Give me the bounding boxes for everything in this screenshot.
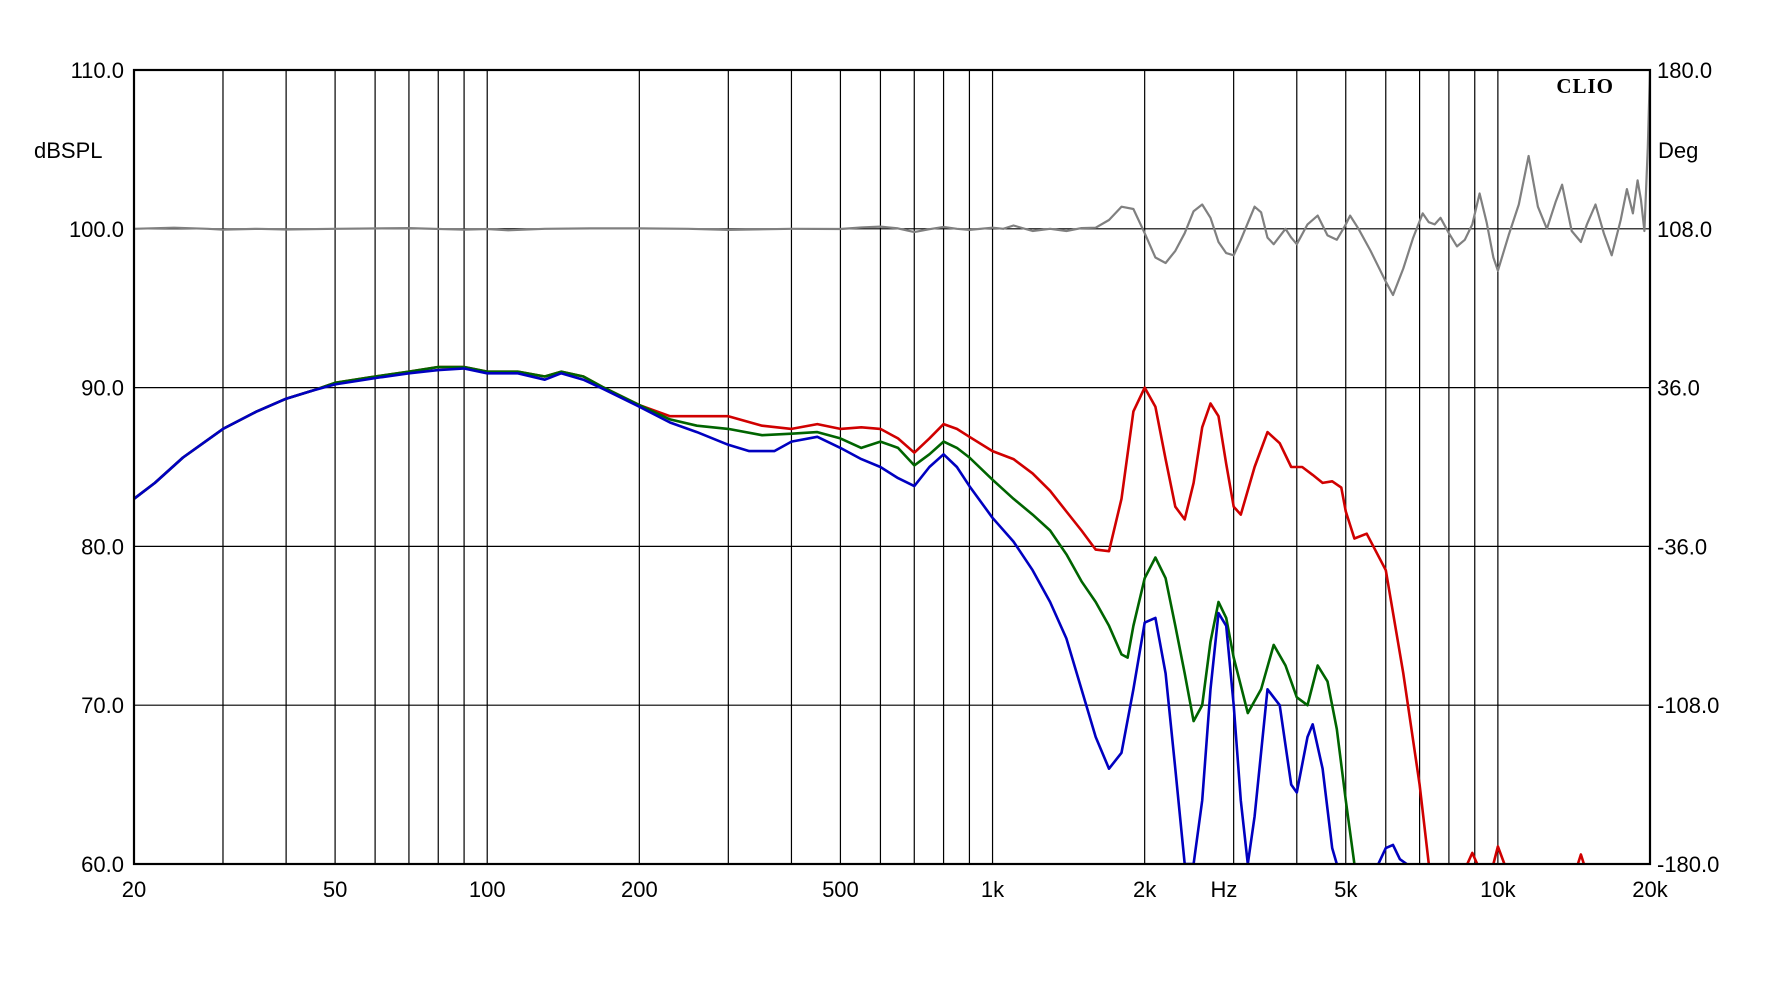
- y-axis-right-label: Deg: [1658, 138, 1698, 163]
- x-tick-label: 20: [122, 877, 146, 902]
- left-axis-ticks: 60.0 70.0 80.0 90.0 100.0 110.0: [69, 58, 124, 877]
- x-tick-label: 10k: [1480, 877, 1516, 902]
- phase-trace: [134, 70, 1650, 297]
- spl-trace: [134, 367, 1339, 864]
- spl-trace: [1466, 851, 1479, 864]
- y-right-tick-label: -180.0: [1657, 852, 1719, 877]
- y-left-tick-label: 110.0: [71, 58, 124, 83]
- spl-trace: [1492, 845, 1506, 864]
- y-right-tick-label: -108.0: [1657, 693, 1719, 718]
- x-tick-label: 200: [621, 877, 658, 902]
- x-tick-label: 5k: [1334, 877, 1358, 902]
- clio-brand-label: CLIO: [1556, 74, 1614, 98]
- x-axis-unit-label: Hz: [1211, 877, 1238, 902]
- spl-trace: [1576, 853, 1586, 864]
- x-tick-label: 2k: [1133, 877, 1157, 902]
- y-right-tick-label: 180.0: [1657, 58, 1712, 83]
- x-tick-label: 1k: [981, 877, 1005, 902]
- y-right-tick-label: -36.0: [1657, 534, 1707, 559]
- right-axis-ticks: -180.0 -108.0 -36.0 36.0 108.0 180.0: [1657, 58, 1719, 877]
- y-left-tick-label: 80.0: [81, 534, 124, 559]
- y-right-tick-label: 108.0: [1657, 217, 1712, 242]
- series-layer: [134, 70, 1650, 864]
- y-right-tick-label: 36.0: [1657, 376, 1700, 401]
- y-left-tick-label: 70.0: [81, 693, 124, 718]
- plot-frame: [132, 68, 1652, 866]
- y-left-tick-label: 90.0: [81, 376, 124, 401]
- x-axis-ticks: 20 50 100 200 500 1k 2k 5k 10k 20k: [122, 877, 1669, 902]
- y-left-tick-label: 60.0: [81, 852, 124, 877]
- spl-trace: [134, 365, 1356, 864]
- spl-trace: [1377, 843, 1408, 864]
- x-tick-label: 20k: [1632, 877, 1668, 902]
- y-axis-left-label: dBSPL: [34, 138, 103, 163]
- x-tick-label: 100: [469, 877, 506, 902]
- y-left-tick-label: 100.0: [69, 217, 124, 242]
- x-tick-label: 500: [822, 877, 859, 902]
- x-tick-label: 50: [323, 877, 347, 902]
